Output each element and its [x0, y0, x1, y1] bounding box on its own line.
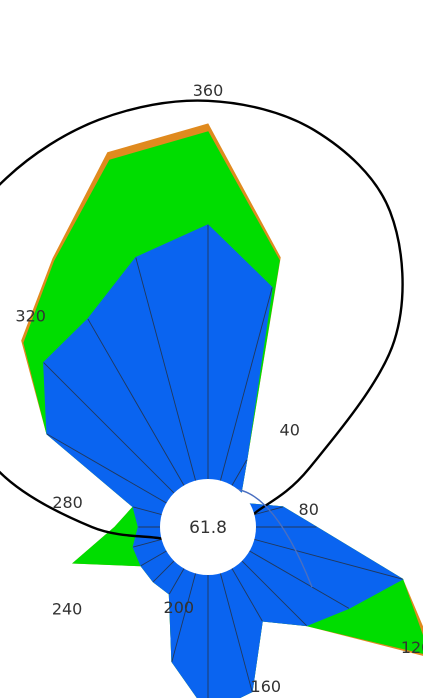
axis-label-160: 160	[251, 677, 282, 696]
axis-label-200: 200	[164, 598, 195, 617]
axis-label-240: 240	[52, 599, 83, 618]
axis-label-layer: 360 320 40 280 80 240 200 120 160	[15, 81, 423, 696]
series-layer	[21, 123, 423, 698]
axis-label-40: 40	[280, 421, 300, 440]
center-value: 61.8	[189, 518, 227, 538]
axis-label-120: 120	[401, 638, 423, 657]
center-hub	[160, 479, 256, 575]
axis-label-80: 80	[299, 500, 319, 519]
axis-label-320: 320	[15, 307, 46, 326]
axis-label-280: 280	[52, 493, 83, 512]
axis-label-360: 360	[193, 81, 224, 100]
